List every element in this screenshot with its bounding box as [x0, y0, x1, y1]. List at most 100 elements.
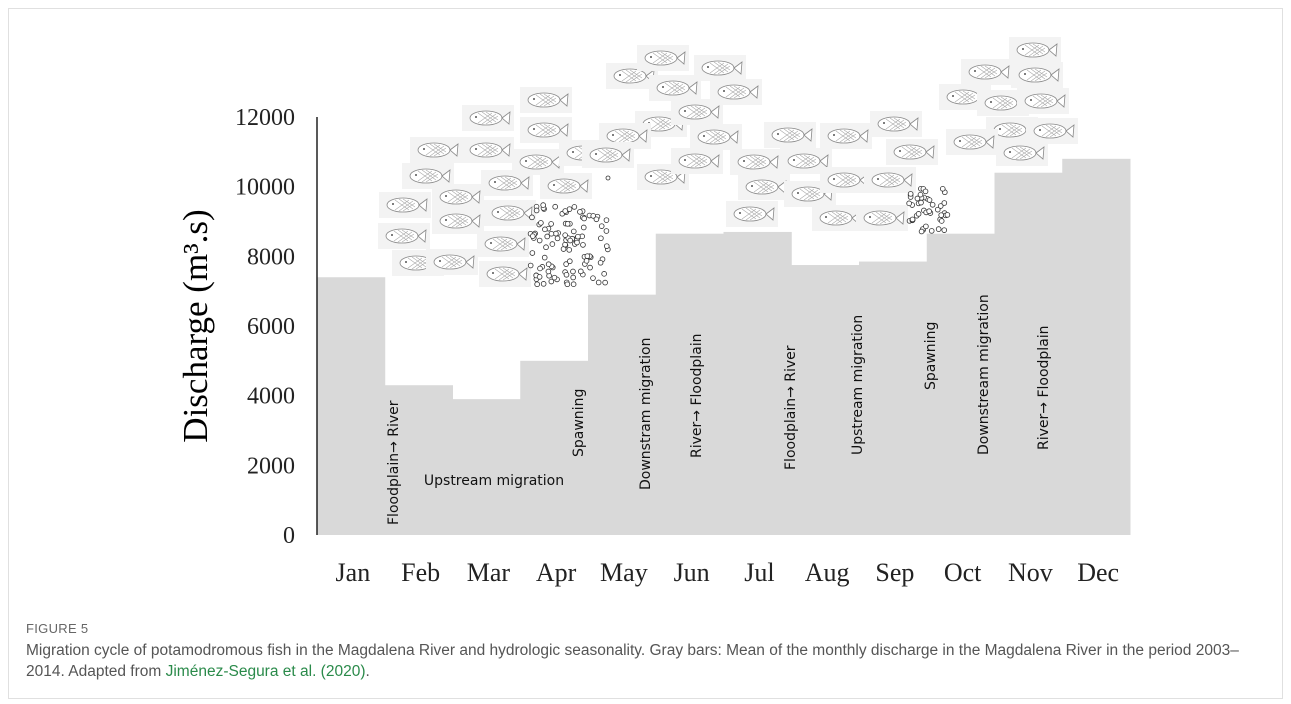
fish-icon	[730, 149, 782, 175]
fish-body	[820, 211, 852, 225]
y-axis-label: Discharge (m³.s)	[176, 209, 215, 442]
egg	[907, 201, 912, 206]
fish-eye	[707, 66, 709, 68]
fish-eye	[423, 148, 425, 150]
citation-link[interactable]: Jiménez-Segura et al. (2020)	[166, 663, 366, 680]
fish-body	[702, 61, 734, 75]
x-tick-label: Mar	[467, 558, 511, 587]
egg	[578, 210, 583, 215]
fish-eye	[1039, 129, 1041, 131]
fish-body	[387, 198, 419, 212]
fish-icon	[649, 75, 701, 101]
egg	[553, 204, 558, 209]
fish-body	[470, 111, 502, 125]
x-tick-label: Dec	[1077, 558, 1119, 587]
y-tick-label: 0	[283, 523, 295, 549]
egg	[602, 271, 607, 276]
egg	[563, 233, 568, 238]
x-tick-label: Aug	[805, 558, 850, 587]
fish-body	[1019, 68, 1051, 82]
fish-icon	[671, 148, 723, 174]
figure: Discharge (m³.s) 02000400060008000100001…	[0, 0, 1291, 704]
fish-icon	[726, 201, 778, 227]
annotation: River→ Floodplain	[689, 333, 705, 458]
fish-icon	[946, 129, 998, 155]
fish-body	[1017, 43, 1049, 57]
egg	[594, 217, 599, 222]
egg	[565, 221, 570, 226]
egg	[572, 205, 577, 210]
fish-icon	[961, 59, 1013, 85]
fish-eye	[883, 122, 885, 124]
egg	[538, 266, 543, 271]
fish-eye	[723, 90, 725, 92]
fish-icon	[1026, 118, 1078, 144]
fish-body	[590, 148, 622, 162]
fish-eye	[492, 272, 494, 274]
egg	[537, 238, 542, 243]
fish-eye	[612, 134, 614, 136]
fish-eye	[475, 116, 477, 118]
egg	[534, 208, 539, 213]
fish-body	[738, 155, 770, 169]
figure-label: FIGURE 5	[26, 618, 1266, 639]
fish-body	[947, 90, 979, 104]
fish-body	[410, 169, 442, 183]
fish-icon	[764, 122, 816, 148]
fish-body	[489, 176, 521, 190]
fish-eye	[392, 203, 394, 205]
fish-icon	[378, 223, 430, 249]
fish-body	[698, 130, 730, 144]
annotation: Upstream migration	[850, 315, 866, 455]
fish-body	[492, 206, 524, 220]
fish-body	[487, 267, 519, 281]
egg	[537, 275, 542, 280]
annotation: River→ Floodplain	[1036, 325, 1052, 450]
y-tick-label: 2000	[247, 453, 295, 479]
fish-eye	[952, 95, 954, 97]
egg	[552, 275, 557, 280]
egg	[571, 282, 576, 287]
fish-icon	[864, 167, 916, 193]
fish-eye	[494, 181, 496, 183]
egg	[549, 222, 554, 227]
egg	[919, 229, 924, 234]
annotation: Spawning	[923, 322, 939, 390]
fish-icon	[694, 55, 746, 81]
fish-icon	[410, 137, 462, 163]
egg	[598, 260, 603, 265]
fish-eye	[974, 70, 976, 72]
fish-icon	[710, 79, 762, 105]
egg	[565, 282, 570, 287]
fish-eye	[650, 56, 652, 58]
bar	[724, 232, 792, 535]
fish-icon	[520, 87, 572, 113]
egg	[541, 281, 546, 286]
egg	[940, 186, 945, 191]
fish-eye	[439, 260, 441, 262]
egg	[582, 216, 587, 221]
egg	[606, 176, 610, 180]
egg	[541, 203, 546, 208]
fish-icon	[738, 174, 790, 200]
fish-eye	[490, 242, 492, 244]
fish-body	[614, 69, 646, 83]
egg	[550, 242, 555, 247]
fish-body	[440, 214, 472, 228]
fish-eye	[833, 178, 835, 180]
egg	[908, 191, 913, 196]
fish-eye	[533, 98, 535, 100]
fish-body	[485, 237, 517, 251]
fish-eye	[662, 86, 664, 88]
fish-eye	[797, 192, 799, 194]
x-tick-label: May	[600, 558, 648, 587]
fish-eye	[777, 133, 779, 135]
fish-icon	[479, 261, 531, 287]
egg	[542, 255, 547, 260]
egg	[543, 227, 548, 232]
egg	[538, 221, 543, 226]
egg	[567, 259, 572, 264]
fish-eye	[553, 184, 555, 186]
bar	[453, 399, 521, 535]
egg	[585, 254, 590, 259]
